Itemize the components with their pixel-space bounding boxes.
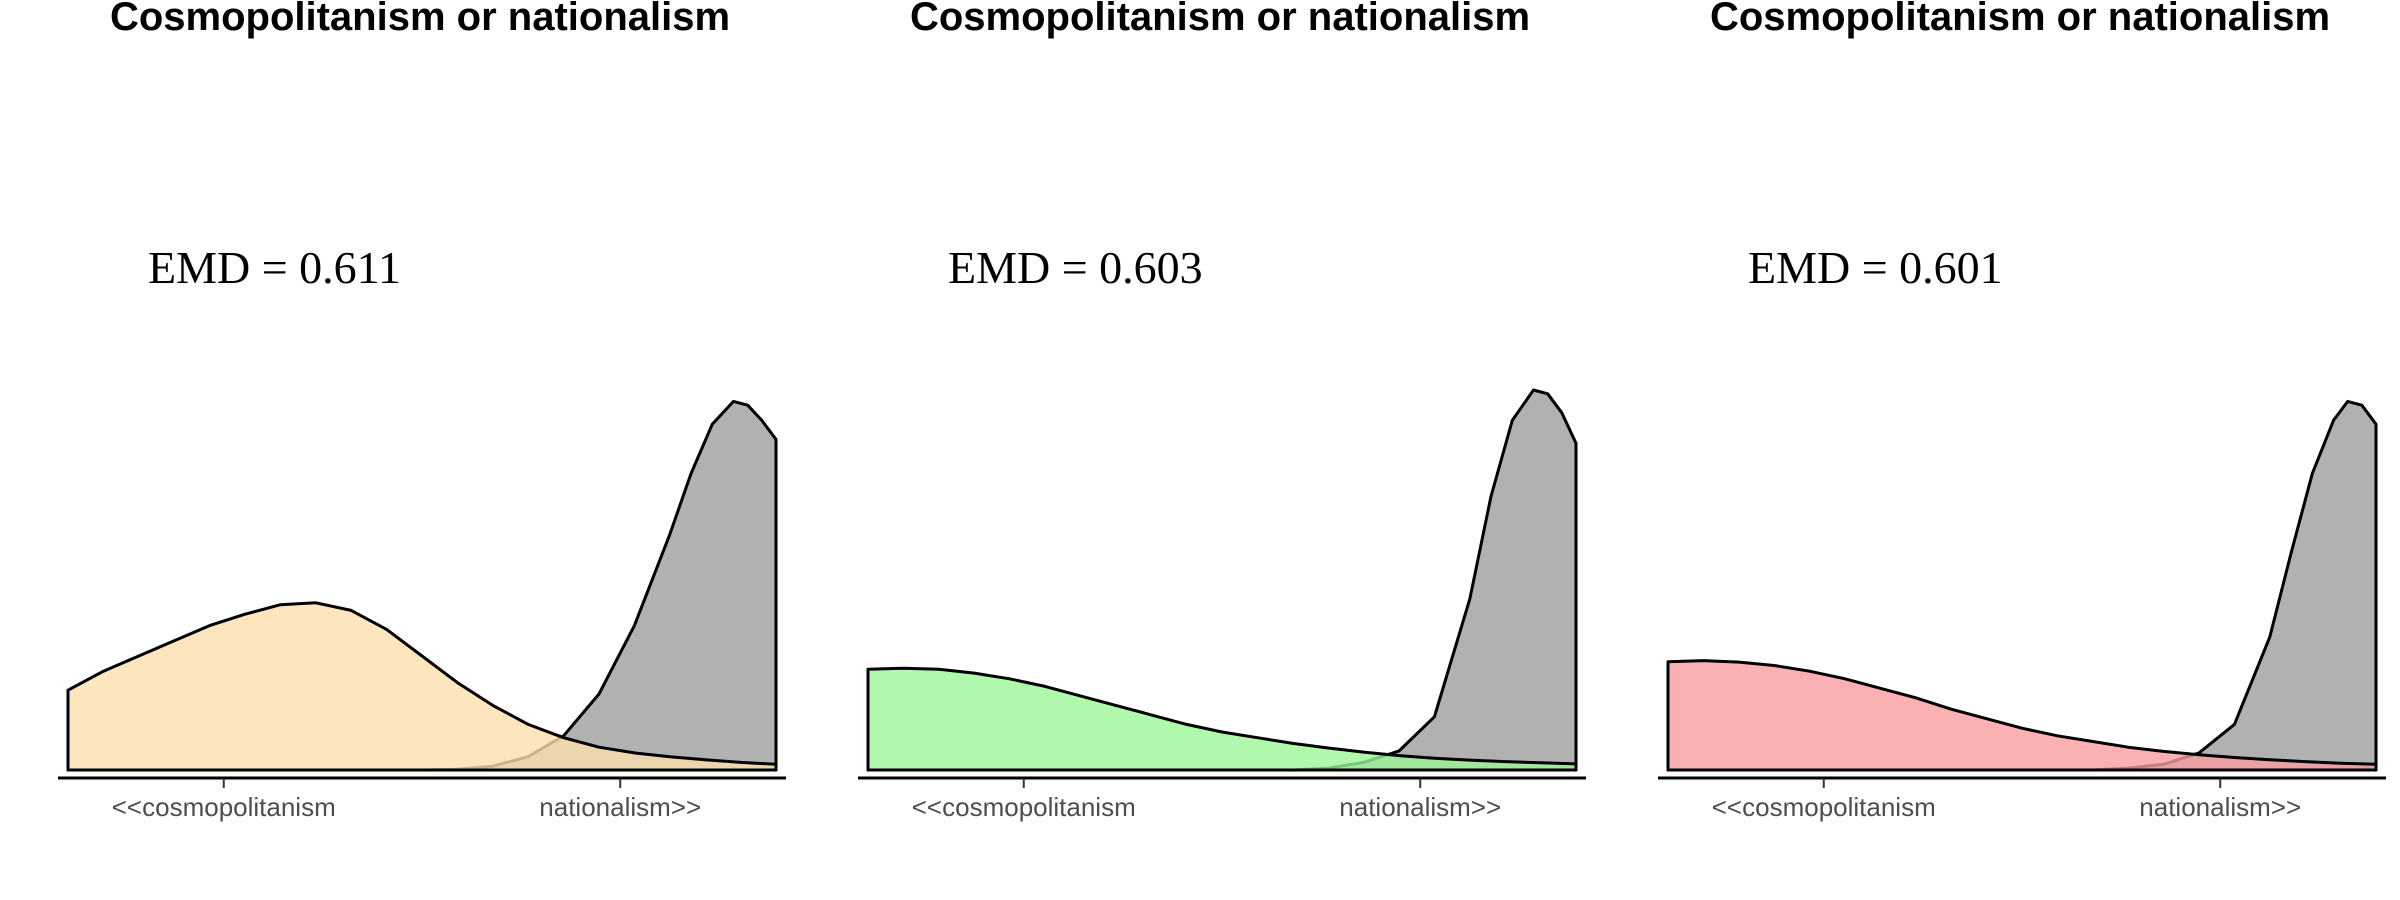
density-area-group	[66, 601, 778, 772]
emd-annotation: EMD = 0.611	[148, 242, 401, 293]
chart-panel-1: Cosmopolitanism or nationalism EMD = 0.61…	[58, 0, 786, 822]
x-tick-label: <<cosmopolitanism	[912, 792, 1136, 822]
chart-title: Cosmopolitanism or nationalism	[110, 0, 730, 39]
density-area-group	[866, 666, 1578, 772]
x-tick-label: <<cosmopolitanism	[1712, 792, 1936, 822]
chart-panels: Cosmopolitanism or nationalism EMD = 0.61…	[58, 0, 2386, 822]
chart-title: Cosmopolitanism or nationalism	[910, 0, 1530, 39]
density-area-group	[1666, 659, 2378, 772]
emd-annotation: EMD = 0.601	[1748, 242, 2003, 293]
chart-panel-2: Cosmopolitanism or nationalism EMD = 0.60…	[858, 0, 1586, 822]
emd-annotation: EMD = 0.603	[948, 242, 1203, 293]
x-tick-label: <<cosmopolitanism	[112, 792, 336, 822]
x-tick-label: nationalism>>	[539, 792, 701, 822]
chart-title: Cosmopolitanism or nationalism	[1710, 0, 2330, 39]
x-tick-label: nationalism>>	[1339, 792, 1501, 822]
chart-panel-3: Cosmopolitanism or nationalism EMD = 0.60…	[1658, 0, 2386, 822]
x-tick-label: nationalism>>	[2139, 792, 2301, 822]
